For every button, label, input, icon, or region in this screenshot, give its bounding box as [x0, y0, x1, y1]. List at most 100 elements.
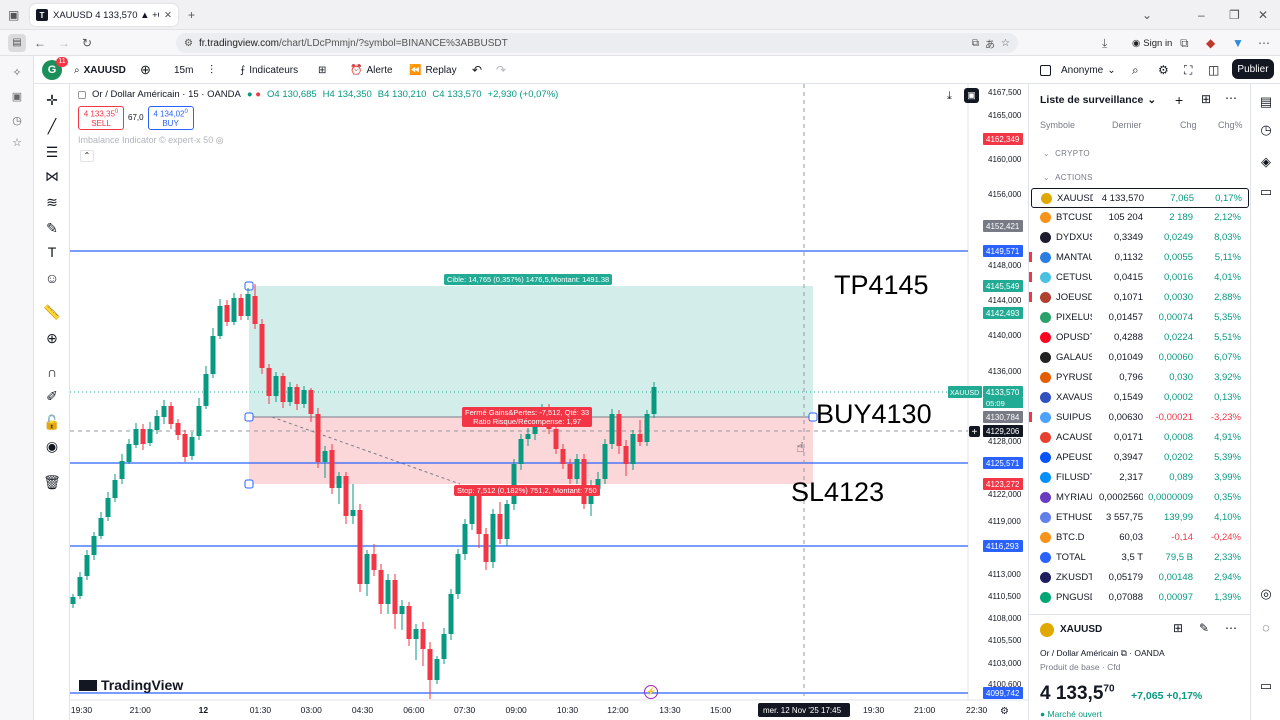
watchlist-row[interactable]: ZKUSDT 0,05179 0,00148 2,94%: [1031, 568, 1249, 588]
collections-icon[interactable]: ▣: [11, 91, 23, 103]
sell-button[interactable]: 4 133,350 SELL: [78, 106, 124, 130]
panel-icon[interactable]: ▭: [1259, 678, 1273, 693]
lock-drawing-icon[interactable]: ✐: [46, 388, 58, 404]
chart-title[interactable]: Or / Dollar Américain · 15 · OANDA: [92, 89, 241, 100]
settings-button[interactable]: ⚙: [1158, 63, 1169, 77]
watchlist-row[interactable]: PNGUSDT 0,07088 0,00097 1,39%: [1031, 588, 1249, 608]
col-pct[interactable]: Chg%: [1218, 120, 1243, 130]
watchlist-title[interactable]: Liste de surveillance ⌄: [1040, 94, 1157, 106]
zoom-icon[interactable]: ⊕: [46, 330, 58, 346]
site-info-icon[interactable]: ⚙: [184, 37, 193, 49]
detail-edit-icon[interactable]: ✎: [1199, 621, 1210, 635]
col-last[interactable]: Dernier: [1112, 120, 1142, 130]
detail-grid-icon[interactable]: ⊞: [1173, 621, 1184, 635]
close-tab-icon[interactable]: ✕: [164, 9, 172, 21]
emoji-icon[interactable]: ☺: [44, 270, 60, 286]
sign-in-button[interactable]: ◉ Sign in: [1132, 37, 1173, 49]
watchlist-row[interactable]: CETUSUSDT 0,0415 0,0016 4,01%: [1029, 268, 1249, 288]
watchlist-row[interactable]: BTC.D 60,03 -0,14 -0,24%: [1031, 528, 1249, 548]
screenshot-icon[interactable]: ⧉: [971, 37, 980, 49]
watchlist-row[interactable]: GALAUSDT 0,01049 0,00060 6,07%: [1031, 348, 1249, 368]
sidebar-toggle-icon[interactable]: ▤: [8, 34, 26, 52]
replay-button[interactable]: ⏪ Replay: [409, 64, 457, 76]
watchlist-row[interactable]: OPUSDT 0,4288 0,0224 5,51%: [1031, 328, 1249, 348]
maximize-chart-button[interactable]: ▣: [964, 88, 979, 103]
notifications-icon[interactable]: ◌: [1262, 620, 1270, 635]
url-field[interactable]: ⚙ fr.tradingview.com/chart/LDcPmmjn/?sym…: [176, 33, 1018, 53]
account-selector[interactable]: Anonyme ⌄: [1040, 62, 1116, 78]
publish-button[interactable]: Publier: [1232, 59, 1274, 79]
favorites-icon[interactable]: ☆: [12, 137, 22, 149]
indicators-button[interactable]: ⨍ Indicateurs: [240, 64, 299, 76]
redo-button[interactable]: ↷: [496, 63, 507, 77]
legend-collapse-icon[interactable]: [78, 90, 86, 99]
extension-red-icon[interactable]: ◆: [1206, 36, 1216, 50]
translate-icon[interactable]: あ: [985, 39, 996, 51]
watchlist-row[interactable]: XAUUSD 4 133,570 7,065 0,17%: [1031, 188, 1249, 208]
eye-icon[interactable]: ◉: [45, 438, 59, 454]
watchlist-row[interactable]: JOEUSDT 0,1071 0,0030 2,88%: [1029, 288, 1249, 308]
fullscreen-button[interactable]: ⛶: [1184, 62, 1193, 77]
watchlist-row[interactable]: SUIPUSDT 0,00630 -0,00021 -3,23%: [1029, 408, 1249, 428]
reload-icon[interactable]: ↻: [82, 36, 93, 50]
chart-pane[interactable]: 4167,500 4165,000 4160,000 4156,000 4148,000…: [70, 84, 1028, 720]
watchlist-row[interactable]: TOTAL 3,5 T 79,5 B 2,33%: [1031, 548, 1249, 568]
extension-blue-icon[interactable]: ▼: [1232, 36, 1244, 50]
lock-icon[interactable]: 🔓: [43, 414, 61, 430]
minimize-icon[interactable]: –: [1198, 8, 1205, 22]
watchlist-row[interactable]: ETHUSDT 3 557,75 139,99 4,10%: [1031, 508, 1249, 528]
chart-canvas[interactable]: 4167,500 4165,000 4160,000 4156,000 4148,000…: [70, 84, 1028, 720]
add-symbol-icon[interactable]: +: [1175, 92, 1184, 108]
detail-symbol[interactable]: XAUUSD: [1060, 624, 1103, 635]
compare-symbol-button[interactable]: ⊕: [140, 62, 151, 77]
layers-icon[interactable]: ◈: [1261, 154, 1271, 169]
watchlist-row[interactable]: PIXELUSDT 0,01457 0,00074 5,35%: [1031, 308, 1249, 328]
interval-button[interactable]: 15m: [174, 64, 194, 76]
trash-icon[interactable]: 🗑: [43, 474, 61, 490]
download-icon[interactable]: ⤓: [1102, 36, 1108, 50]
section-crypto[interactable]: ⌄ CRYPTO: [1043, 149, 1090, 158]
section-actions[interactable]: ⌄ ACTIONS: [1043, 173, 1093, 182]
watchlist-row[interactable]: FILUSDT 2,317 0,089 3,99%: [1031, 468, 1249, 488]
buy-annotation[interactable]: BUY4130: [816, 399, 932, 429]
symbol-search-button[interactable]: ⌕ XAUUSD: [74, 64, 126, 76]
watchlist-row[interactable]: BTCUSD 105 204 2 189 2,12%: [1031, 208, 1249, 228]
history-icon[interactable]: ◷: [12, 115, 22, 127]
snapshot-button[interactable]: ◫: [1208, 63, 1220, 77]
chart-type-button[interactable]: ⫶: [210, 62, 213, 78]
watchlist-more-icon[interactable]: ⋯: [1225, 91, 1237, 105]
alerts-clock-icon[interactable]: ◷: [1260, 122, 1272, 137]
pattern-icon[interactable]: ⋈: [45, 168, 59, 184]
help-icon[interactable]: ◎: [1260, 586, 1272, 601]
back-icon[interactable]: ←: [34, 36, 46, 50]
sl-annotation[interactable]: SL4123: [791, 477, 885, 507]
watchlist-row[interactable]: APEUSDT 0,3947 0,0202 5,39%: [1031, 448, 1249, 468]
browser-tab[interactable]: T XAUUSD 4 133,570 ▲ +0.17% Ar ✕: [30, 4, 178, 26]
chat-icon[interactable]: ▭: [1259, 184, 1273, 199]
extensions-icon[interactable]: ⧉: [1180, 36, 1189, 50]
watchlist-row[interactable]: DYDXUSDT 0,3349 0,0249 8,03%: [1031, 228, 1249, 248]
col-chg[interactable]: Chg: [1180, 120, 1197, 130]
watchlist-icon[interactable]: ▤: [1259, 94, 1273, 109]
buy-button[interactable]: 4 134,020 BUY: [147, 106, 194, 130]
watchlist-row[interactable]: ACAUSDT 0,0171 0,0008 4,91%: [1031, 428, 1249, 448]
watchlist-row[interactable]: XAVAUSDT 0,1549 0,0002 0,13%: [1031, 388, 1249, 408]
maximize-icon[interactable]: ❐: [1229, 8, 1240, 22]
close-window-icon[interactable]: ✕: [1258, 8, 1269, 22]
text-icon[interactable]: T: [47, 244, 57, 260]
lightning-icon[interactable]: ⚡: [644, 685, 658, 699]
watchlist-row[interactable]: MYRIAUSDT 0,0002560 0,0000009 0,35%: [1031, 488, 1249, 508]
tab-list-chevron-icon[interactable]: ⌄: [1142, 8, 1153, 22]
horizontal-lines-icon[interactable]: ☰: [45, 144, 59, 160]
watchlist-layout-icon[interactable]: ⊞: [1201, 92, 1212, 106]
col-symbol[interactable]: Symbole: [1040, 120, 1076, 130]
scroll-to-realtime-button[interactable]: ⤓: [947, 90, 952, 102]
crosshair-icon[interactable]: ✛: [46, 92, 58, 108]
watchlist-row[interactable]: PYRUSDT 0,796 0,030 3,92%: [1031, 368, 1249, 388]
undo-button[interactable]: ↶: [472, 63, 483, 77]
indicator-legend[interactable]: Imbalance Indicator © expert-x 50 ◎: [78, 135, 224, 145]
new-tab-icon[interactable]: +: [188, 8, 196, 22]
brush-icon[interactable]: ✎: [46, 220, 58, 236]
magnet-icon[interactable]: ∩: [46, 364, 58, 380]
favorite-star-icon[interactable]: ☆: [1001, 37, 1010, 49]
